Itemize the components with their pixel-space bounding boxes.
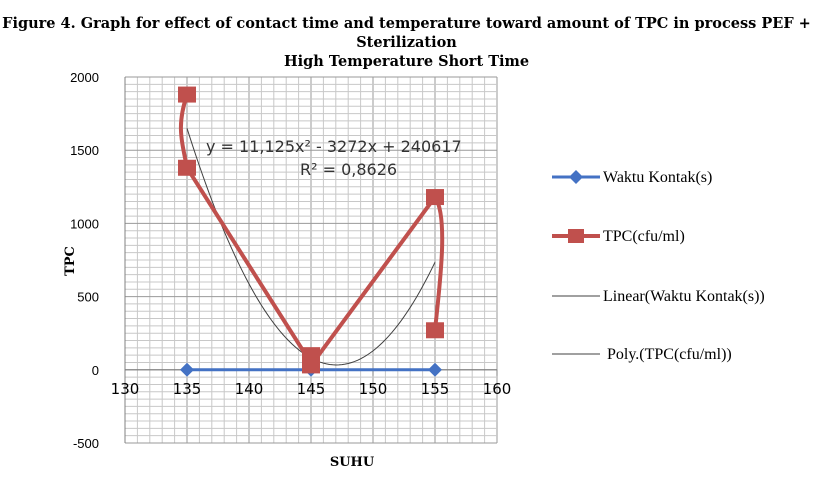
y-tick-label: 1000 <box>70 216 99 231</box>
x-axis-label: SUHU <box>330 455 375 470</box>
x-tick-label: 130 <box>111 380 140 398</box>
figure-title-line1: Figure 4. Graph for effect of contact ti… <box>2 15 811 51</box>
y-tick-label: 500 <box>77 290 99 305</box>
chart-series <box>178 86 445 377</box>
figure-title-line2: High Temperature Short Time <box>283 53 530 70</box>
trendline-equation: y = 11,125x² - 3272x + 240617 <box>206 137 462 156</box>
y-tick-labels: 2000 1500 1000 500 0 -500 <box>70 70 99 451</box>
legend-label: Linear(Waktu Kontak(s)) <box>603 288 765 305</box>
x-tick-labels: 130 135 140 145 150 155 160 <box>111 380 512 398</box>
x-tick-label: 160 <box>483 380 512 398</box>
marker-tpc <box>302 357 320 374</box>
x-tick-label: 155 <box>421 380 450 398</box>
x-tick-label: 140 <box>235 380 264 398</box>
marker-tpc <box>426 322 444 339</box>
legend-item: Linear(Waktu Kontak(s)) <box>552 288 765 305</box>
marker-tpc <box>426 189 444 206</box>
legend-item: Poly.(TPC(cfu/ml)) <box>552 346 732 363</box>
legend-label: TPC(cfu/ml) <box>603 228 685 245</box>
marker-tpc <box>178 86 196 103</box>
y-tick-label: 1500 <box>70 143 99 158</box>
trendline-r-squared: R² = 0,8626 <box>300 160 397 179</box>
legend-item: TPC(cfu/ml) <box>552 228 685 245</box>
y-tick-label: 2000 <box>70 70 99 85</box>
x-tick-label: 145 <box>297 380 326 398</box>
x-tick-label: 135 <box>173 380 202 398</box>
legend-label: Waktu Kontak(s) <box>603 169 712 186</box>
y-tick-label: 0 <box>92 363 99 378</box>
legend: Waktu Kontak(s) TPC(cfu/ml) Linear(Waktu K… <box>552 169 765 363</box>
legend-label: Poly.(TPC(cfu/ml)) <box>607 346 732 363</box>
marker-waktu-kontak <box>428 362 442 377</box>
legend-marker <box>569 170 583 184</box>
x-tick-label: 150 <box>359 380 388 398</box>
legend-marker <box>568 229 584 243</box>
marker-tpc <box>178 159 196 176</box>
y-tick-label: -500 <box>73 436 99 451</box>
figure-title: Figure 4. Graph for effect of contact ti… <box>0 14 813 71</box>
marker-waktu-kontak <box>180 362 194 377</box>
y-axis-label: TPC <box>63 246 78 276</box>
legend-item: Waktu Kontak(s) <box>552 169 712 186</box>
